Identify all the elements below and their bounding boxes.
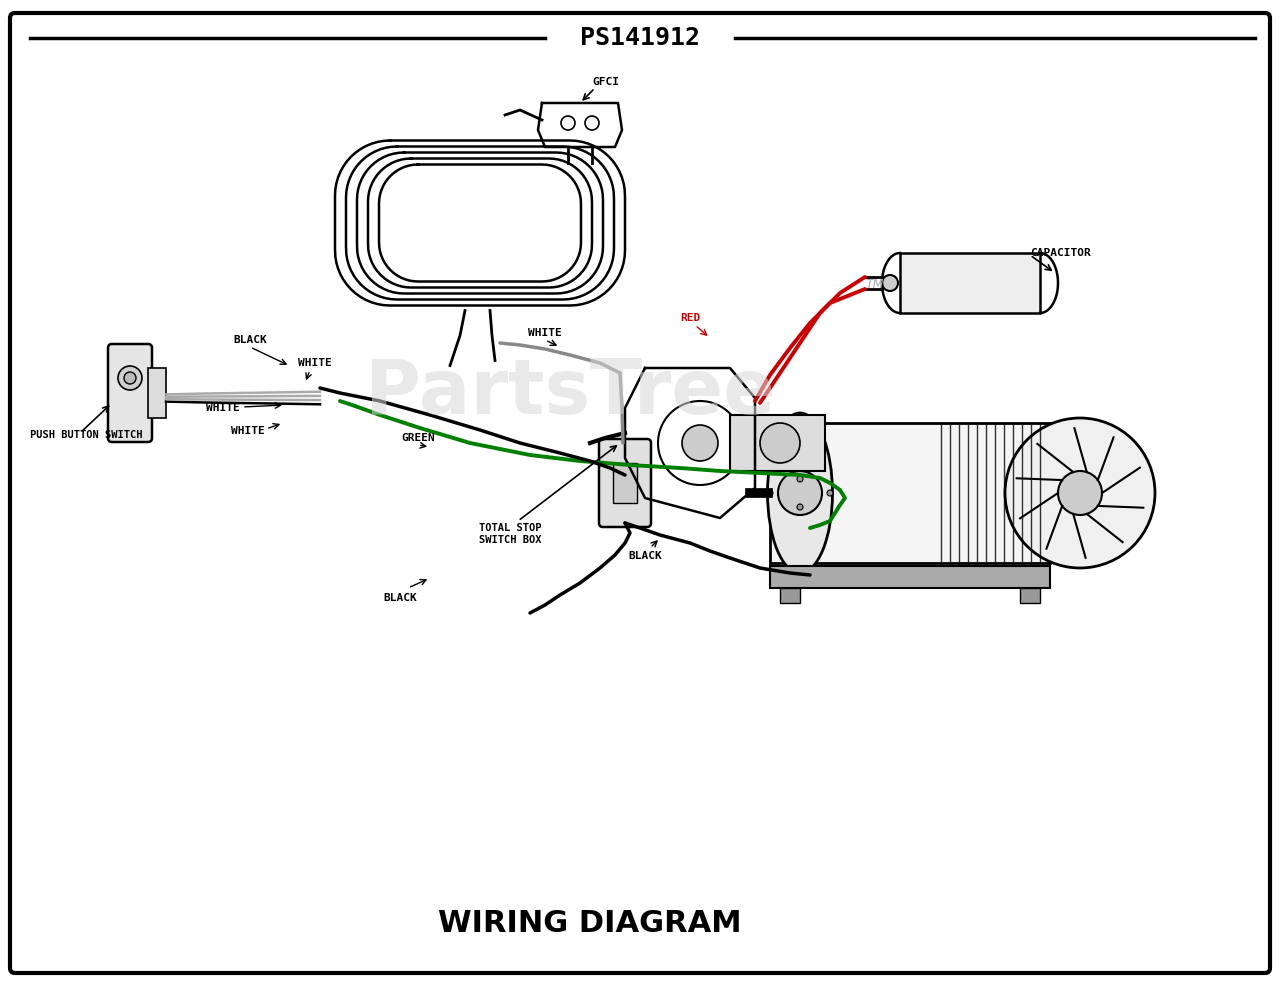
Text: PartsTrее: PartsTrее (365, 356, 776, 430)
Circle shape (827, 490, 833, 496)
Circle shape (124, 372, 136, 384)
Text: WHITE: WHITE (529, 328, 562, 338)
FancyBboxPatch shape (108, 344, 152, 442)
Text: BLACK: BLACK (233, 335, 266, 345)
Text: RED: RED (680, 313, 700, 323)
Text: GFCI: GFCI (591, 77, 620, 87)
Circle shape (682, 425, 718, 461)
Bar (780, 588, 800, 603)
Text: TOTAL STOP
SWITCH BOX: TOTAL STOP SWITCH BOX (479, 523, 541, 545)
Circle shape (778, 471, 822, 515)
Text: WHITE: WHITE (232, 426, 265, 436)
Circle shape (1059, 471, 1102, 515)
Text: WHITE: WHITE (298, 358, 332, 368)
Text: TM: TM (865, 278, 884, 292)
FancyBboxPatch shape (599, 439, 652, 527)
Text: PUSH BUTTON SWITCH: PUSH BUTTON SWITCH (29, 430, 142, 440)
Circle shape (760, 423, 800, 463)
Bar (1020, 588, 1039, 603)
Text: CAPACITOR: CAPACITOR (1030, 248, 1091, 258)
Text: WIRING DIAGRAM: WIRING DIAGRAM (438, 908, 742, 938)
Circle shape (797, 504, 803, 510)
Bar (900, 253, 1039, 313)
Text: BLACK: BLACK (628, 551, 662, 561)
Text: WHITE: WHITE (206, 403, 241, 413)
Circle shape (1005, 418, 1155, 568)
Bar (730, 415, 826, 471)
Circle shape (118, 366, 142, 390)
Text: GREEN: GREEN (401, 433, 435, 443)
Circle shape (797, 476, 803, 482)
Bar (613, 463, 637, 503)
Circle shape (882, 275, 899, 291)
Bar (771, 566, 1050, 588)
Ellipse shape (768, 413, 832, 573)
Text: PS141912: PS141912 (580, 26, 700, 50)
Bar (148, 368, 166, 418)
Bar (771, 423, 1050, 563)
FancyBboxPatch shape (10, 13, 1270, 973)
Circle shape (767, 490, 773, 496)
Text: BLACK: BLACK (383, 593, 417, 603)
